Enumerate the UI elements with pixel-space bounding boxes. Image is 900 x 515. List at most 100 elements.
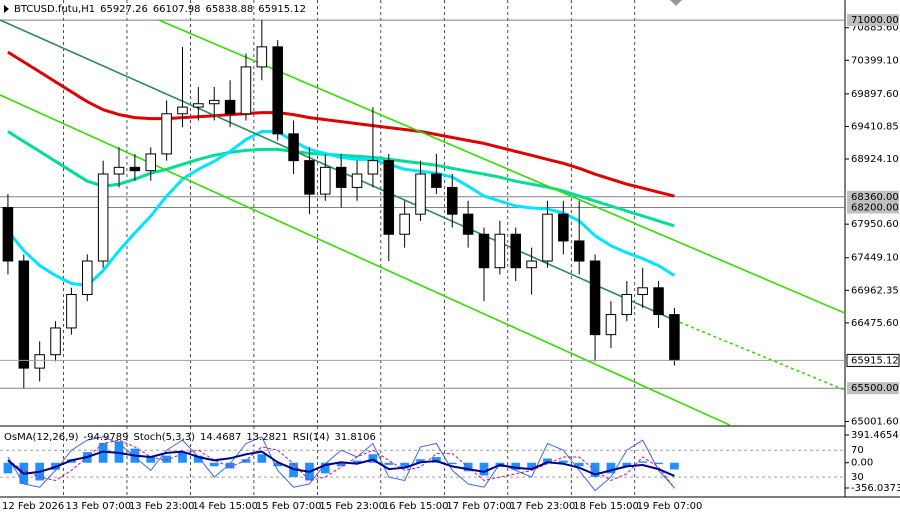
osma-bar xyxy=(257,454,267,463)
osma-bar xyxy=(416,459,425,463)
candle-body xyxy=(304,160,315,195)
osma-bar xyxy=(368,454,378,463)
candle-body xyxy=(462,213,474,235)
candle-body xyxy=(637,287,648,295)
candle-body xyxy=(383,160,395,235)
y2-tick-label: 70 xyxy=(851,445,864,456)
osma-bar xyxy=(638,461,648,463)
y-tick-label: 69410.85 xyxy=(851,121,899,132)
x-tick-label: 13 Feb 07:00 xyxy=(65,501,131,512)
x-tick-label: 15 Feb 07:00 xyxy=(256,501,322,512)
bar-close: 65915.12 xyxy=(258,4,306,15)
bar-low: 65838.88 xyxy=(206,4,254,15)
osma-bar xyxy=(193,455,203,463)
y-tick-label: 391.4654 xyxy=(851,430,899,441)
level-label-box xyxy=(847,201,899,214)
indicator-name: OsMA(12,26,9) xyxy=(4,432,79,443)
candle-body xyxy=(50,327,61,356)
candle-body xyxy=(129,166,141,172)
y-tick-label: 69897.60 xyxy=(851,89,899,100)
candle-body xyxy=(653,287,664,316)
chart-header: BTCUSD.futu,H1 65927.26 66107.98 65838.88 65… xyxy=(14,4,306,15)
level-label-box xyxy=(847,190,899,203)
candle-body xyxy=(2,206,14,262)
level-label-box xyxy=(847,14,899,27)
candle-body xyxy=(494,233,506,269)
candle-body xyxy=(113,166,125,175)
osma-bar xyxy=(162,455,171,463)
osma-bar xyxy=(3,462,13,474)
candle-body xyxy=(34,354,45,369)
oscillator-line xyxy=(7,439,675,489)
y-tick-label: 65001.60 xyxy=(851,417,899,428)
moving-average-line xyxy=(7,50,675,198)
candle-body xyxy=(446,186,458,215)
x-tick-label: 17 Feb 23:00 xyxy=(510,501,576,512)
candle-body xyxy=(399,213,410,235)
candle-body xyxy=(542,213,553,262)
candle-body xyxy=(605,314,617,336)
candle-body xyxy=(431,173,442,188)
y-tick-label: 70399.10 xyxy=(851,55,899,66)
x-tick-label: 13 Feb 23:00 xyxy=(129,501,195,512)
y-tick-label: 67950.60 xyxy=(851,219,899,230)
level-label: 65500.00 xyxy=(851,383,899,394)
level-label: 68200.00 xyxy=(851,202,899,213)
candle-body xyxy=(177,106,188,115)
osma-bar xyxy=(447,462,457,465)
osma-bar xyxy=(543,458,552,463)
candle-body xyxy=(208,99,220,105)
osma-bar xyxy=(527,462,536,469)
shift-marker xyxy=(670,0,682,6)
candle-body xyxy=(272,46,283,135)
osma-bar xyxy=(400,462,410,469)
osma-bar xyxy=(273,462,283,467)
x-tick-label: 16 Feb 15:00 xyxy=(383,501,449,512)
osma-bar xyxy=(558,460,568,463)
oscillator-line xyxy=(7,436,675,492)
indicator-name: Stoch(5,3,3) xyxy=(134,432,196,443)
candle-body xyxy=(193,103,204,108)
indicator-name: RSI(14) xyxy=(293,432,330,443)
osma-bar xyxy=(178,452,187,463)
candle-body xyxy=(589,260,601,336)
x-tick-label: 17 Feb 07:00 xyxy=(446,501,512,512)
y-tick-label: 70885.60 xyxy=(851,23,899,34)
indicator-value: 13.2821 xyxy=(246,432,287,443)
osma-bar xyxy=(336,462,346,467)
y-tick-label: 67449.10 xyxy=(851,253,899,264)
y-tick-label: 0.00 xyxy=(851,458,873,469)
osma-bar xyxy=(352,460,362,463)
osma-bar xyxy=(98,442,108,463)
osma-bar xyxy=(432,457,441,463)
candle-body xyxy=(510,233,521,269)
level-label-box xyxy=(847,382,899,395)
candle-body xyxy=(66,293,77,329)
candle-body xyxy=(351,173,363,188)
indicator-value: 31.8106 xyxy=(334,432,375,443)
indicator-value: -94.9789 xyxy=(84,432,129,443)
bar-high: 66107.98 xyxy=(153,4,201,15)
trendline xyxy=(674,319,846,391)
candle-body xyxy=(18,260,30,369)
osma-bar xyxy=(241,459,251,463)
candle-body xyxy=(526,260,537,269)
bar-open: 65927.26 xyxy=(100,4,148,15)
x-tick-label: 12 Feb 2026 xyxy=(2,501,64,512)
candle-body xyxy=(320,166,331,195)
osma-bar xyxy=(622,462,632,467)
candle-body xyxy=(573,240,585,262)
candle-body xyxy=(288,133,299,162)
current-price-box xyxy=(846,353,900,367)
candle-body xyxy=(145,153,157,172)
osma-bar xyxy=(225,462,235,469)
osma-bar xyxy=(209,462,219,467)
symbol: BTCUSD.futu,H1 xyxy=(14,4,95,15)
osma-bar xyxy=(320,462,330,474)
header-icon xyxy=(4,5,9,13)
candle-body xyxy=(240,66,252,115)
osma-bar xyxy=(670,462,679,470)
